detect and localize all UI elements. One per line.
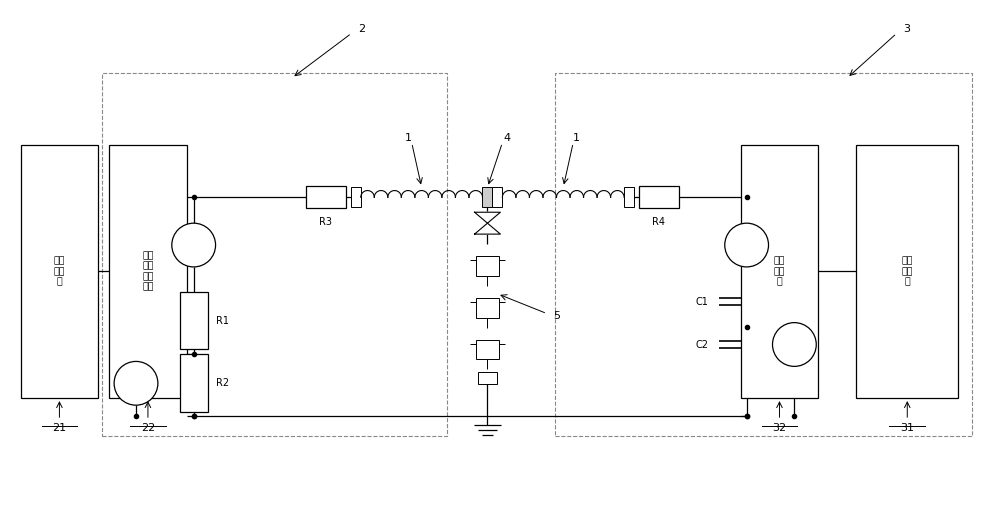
Text: 22: 22 bbox=[141, 423, 155, 433]
Text: R3: R3 bbox=[319, 217, 332, 227]
Circle shape bbox=[773, 323, 816, 366]
Bar bbox=[478, 373, 497, 384]
Polygon shape bbox=[475, 212, 500, 223]
Text: A: A bbox=[190, 240, 197, 250]
Bar bbox=[180, 354, 208, 412]
Text: 4: 4 bbox=[504, 133, 511, 143]
Bar bbox=[639, 186, 679, 208]
Text: 32: 32 bbox=[772, 423, 787, 433]
Text: 31: 31 bbox=[900, 423, 914, 433]
Text: 1: 1 bbox=[573, 133, 580, 143]
Circle shape bbox=[725, 223, 769, 267]
Text: 21: 21 bbox=[52, 423, 66, 433]
Polygon shape bbox=[475, 223, 500, 234]
Bar bbox=[476, 256, 499, 276]
Text: C2: C2 bbox=[696, 340, 709, 350]
Text: A: A bbox=[743, 240, 750, 250]
Bar bbox=[555, 73, 972, 436]
Bar bbox=[102, 73, 447, 436]
Bar bbox=[180, 292, 208, 350]
Bar bbox=[492, 187, 502, 207]
Bar bbox=[351, 187, 361, 207]
Text: 升压
电源
柜: 升压 电源 柜 bbox=[54, 257, 65, 286]
Bar bbox=[476, 340, 499, 359]
Circle shape bbox=[114, 361, 158, 405]
Text: 1: 1 bbox=[405, 133, 412, 143]
Text: R1: R1 bbox=[216, 316, 229, 326]
Text: V: V bbox=[132, 378, 140, 388]
Bar bbox=[109, 145, 187, 398]
Text: 升压
电源
柜: 升压 电源 柜 bbox=[902, 257, 913, 286]
Bar bbox=[624, 187, 634, 207]
Text: V: V bbox=[791, 340, 798, 350]
Text: C1: C1 bbox=[696, 297, 709, 307]
Bar bbox=[856, 145, 958, 398]
Text: 直流
发生
器倍
压筒: 直流 发生 器倍 压筒 bbox=[142, 251, 154, 292]
Text: 2: 2 bbox=[358, 24, 365, 34]
Text: 5: 5 bbox=[554, 310, 561, 321]
Text: R2: R2 bbox=[216, 378, 229, 388]
Circle shape bbox=[172, 223, 216, 267]
Text: 3: 3 bbox=[903, 24, 910, 34]
Bar bbox=[482, 187, 492, 207]
Bar bbox=[21, 145, 98, 398]
Bar bbox=[306, 186, 346, 208]
Text: 工频
变压
器: 工频 变压 器 bbox=[774, 257, 785, 286]
Text: R4: R4 bbox=[652, 217, 665, 227]
Bar bbox=[741, 145, 818, 398]
Bar bbox=[476, 298, 499, 318]
